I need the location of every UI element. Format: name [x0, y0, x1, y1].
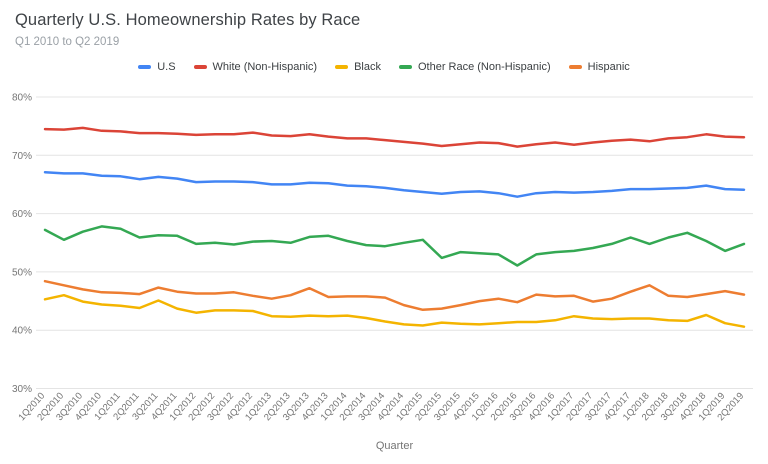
legend-swatch-icon: [138, 65, 152, 69]
y-tick-label: 60%: [12, 209, 32, 220]
legend-swatch-icon: [335, 65, 349, 69]
legend-item-hispanic: Hispanic: [568, 61, 630, 73]
series-line-u-s[interactable]: [43, 170, 746, 198]
legend-item-white-non-hispanic: White (Non-Hispanic): [193, 61, 318, 73]
legend-label: Other Race (Non-Hispanic): [417, 61, 551, 73]
legend-item-u-s: U.S: [138, 61, 176, 73]
legend-label: Hispanic: [587, 61, 630, 73]
legend-item-other-race-non-hispanic: Other Race (Non-Hispanic): [398, 61, 551, 73]
chart-subtitle: Q1 2010 to Q2 2019: [15, 36, 120, 48]
y-tick-label: 40%: [12, 326, 32, 337]
legend-label: White (Non-Hispanic): [212, 61, 318, 73]
series-line-other-race-non-hispanic[interactable]: [43, 225, 746, 267]
y-tick-label: 50%: [12, 267, 32, 278]
chart-title: Quarterly U.S. Homeownership Rates by Ra…: [15, 11, 361, 29]
legend-label: U.S: [157, 61, 176, 73]
legend-swatch-icon: [398, 65, 412, 69]
x-axis-title: Quarter: [376, 440, 414, 452]
legend: U.S White (Non-Hispanic) Black Other Race (…: [0, 61, 768, 73]
y-tick-label: 30%: [12, 384, 32, 395]
legend-label: Black: [354, 61, 381, 73]
y-tick-label: 70%: [12, 151, 32, 162]
legend-swatch-icon: [193, 65, 207, 69]
series-line-hispanic[interactable]: [43, 279, 746, 312]
legend-item-black: Black: [335, 61, 381, 73]
series-line-white-non-hispanic[interactable]: [43, 126, 746, 148]
y-tick-label: 80%: [12, 93, 32, 104]
legend-swatch-icon: [568, 65, 582, 69]
series-line-black[interactable]: [43, 293, 746, 328]
